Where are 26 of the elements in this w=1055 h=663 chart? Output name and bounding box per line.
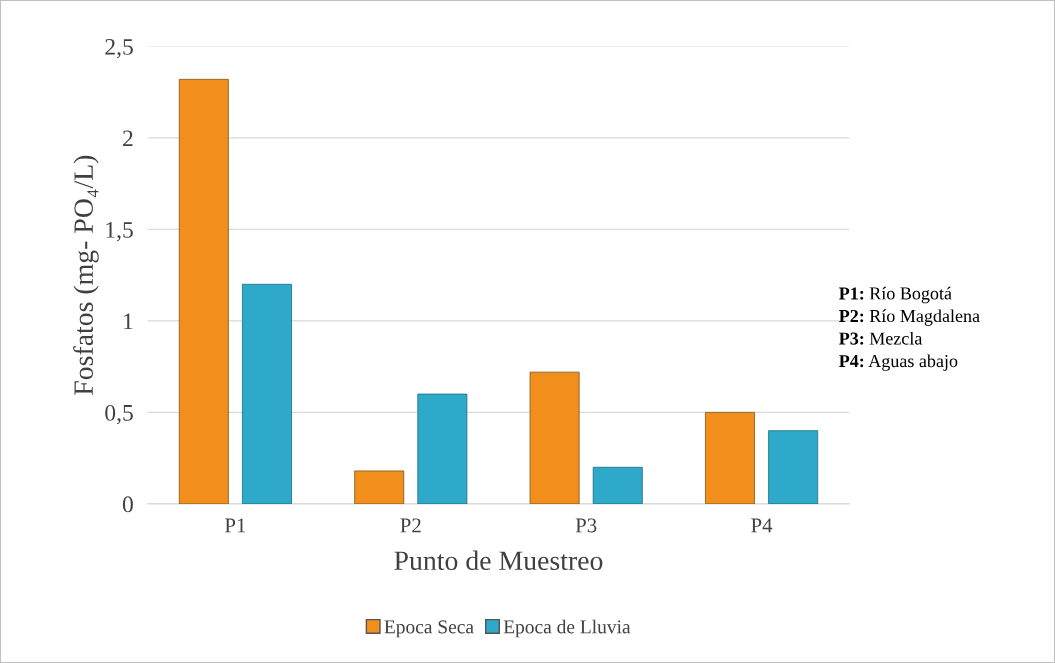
x-axis-title: Punto de Muestreo xyxy=(394,550,603,571)
bar xyxy=(178,78,229,504)
y-tick-label: 1,5 xyxy=(106,222,133,242)
bar xyxy=(354,470,405,504)
bar xyxy=(529,371,580,504)
x-tick-label: P2 xyxy=(400,518,421,533)
legend-label: Epoca Seca xyxy=(384,620,474,638)
x-tick-label: P1 xyxy=(224,518,246,533)
annotation: P2: Río Magdalena xyxy=(839,309,980,326)
bar xyxy=(592,466,643,504)
bar xyxy=(417,393,468,504)
y-tick-label: 1 xyxy=(124,313,133,330)
x-tick-label: P3 xyxy=(575,518,597,533)
y-tick-label: 0 xyxy=(122,496,133,513)
y-tick-label: 2,5 xyxy=(105,38,133,59)
y-tick-label: 2 xyxy=(123,130,133,147)
y-tick-label: 0,5 xyxy=(105,404,133,425)
bar xyxy=(768,430,819,504)
annotation: P4: Aguas abajo xyxy=(839,354,958,371)
x-tick-label: P4 xyxy=(751,518,773,533)
bar xyxy=(705,411,755,504)
annotation: P1: Río Bogotá xyxy=(839,286,952,304)
bar xyxy=(241,283,292,504)
legend-label: Epoca de Lluvia xyxy=(503,619,631,638)
y-axis-title: Fosfatos (mg- PO₄/L) xyxy=(73,155,99,395)
annotation: P3: Mezcla xyxy=(839,331,923,345)
